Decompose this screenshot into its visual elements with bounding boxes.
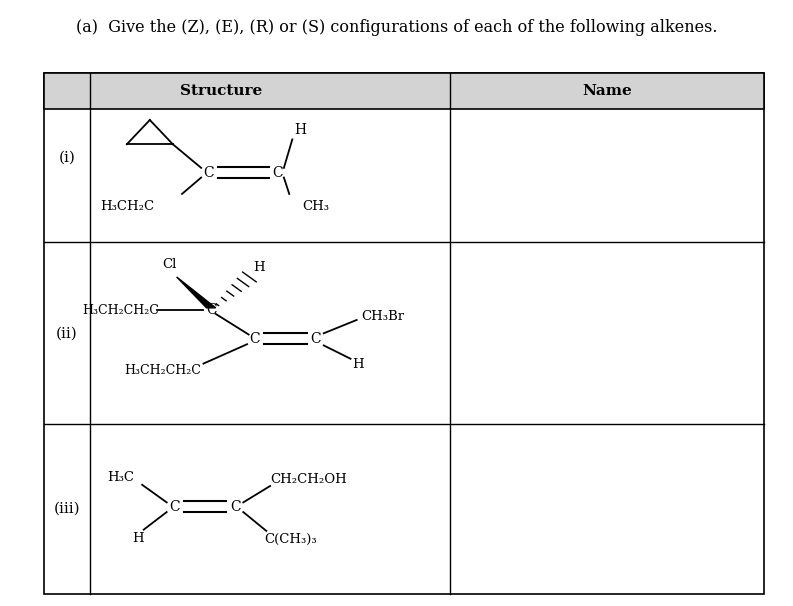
Bar (44, 73, 764, 109)
Polygon shape (177, 277, 216, 308)
Text: H: H (132, 531, 144, 545)
Text: C: C (273, 165, 283, 180)
Text: CH₂CH₂OH: CH₂CH₂OH (270, 473, 347, 487)
Text: C: C (311, 332, 321, 347)
Text: C(CH₃)₃: C(CH₃)₃ (265, 533, 317, 546)
Text: (ii): (ii) (56, 326, 78, 341)
Text: (a)  Give the (Z), (E), (R) or (S) configurations of each of the following alken: (a) Give the (Z), (E), (R) or (S) config… (76, 19, 717, 36)
Text: (i): (i) (59, 150, 75, 165)
Text: H₃CH₂CH₂C: H₃CH₂CH₂C (125, 364, 201, 378)
Text: H₃C: H₃C (107, 471, 134, 484)
Text: H: H (352, 358, 364, 371)
Text: Cl: Cl (162, 258, 176, 271)
Text: C: C (250, 332, 260, 347)
Text: CH₃: CH₃ (303, 199, 330, 213)
Text: Structure: Structure (180, 84, 262, 98)
Text: H₃CH₂C: H₃CH₂C (100, 199, 154, 213)
Text: H: H (253, 261, 264, 275)
Text: C: C (206, 303, 216, 318)
Text: (iii): (iii) (54, 502, 80, 516)
Text: C: C (169, 500, 180, 514)
Text: H: H (295, 122, 307, 137)
Text: CH₃Br: CH₃Br (361, 310, 404, 323)
Text: C: C (204, 165, 214, 180)
Text: H₃CH₂CH₂C: H₃CH₂CH₂C (82, 304, 159, 317)
Text: Name: Name (582, 84, 632, 98)
Text: C: C (230, 500, 241, 514)
Bar (44, 73, 764, 594)
